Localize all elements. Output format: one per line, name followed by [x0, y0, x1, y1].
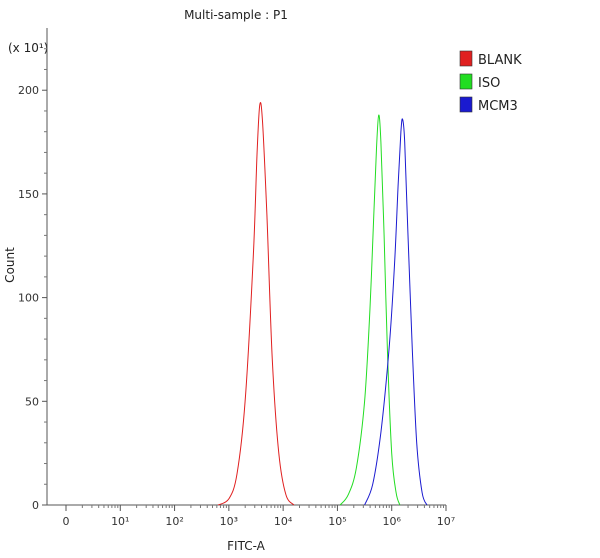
legend-swatch-mcm3: [459, 96, 473, 113]
y-axis-label: Count: [3, 247, 17, 283]
series-line-mcm3: [364, 118, 428, 506]
y-tick-label: 100: [18, 292, 39, 305]
chart-title: Multi-sample : P1: [184, 8, 288, 22]
series-line-iso: [339, 114, 401, 506]
legend-label-mcm3: MCM3: [478, 99, 518, 114]
x-tick-label: 10⁷: [437, 515, 455, 528]
legend-label-iso: ISO: [478, 76, 500, 91]
y-tick-label: 50: [25, 395, 39, 408]
legend-swatch-blank: [459, 50, 473, 67]
x-tick-label: 10⁵: [328, 515, 346, 528]
legend: BLANK ISO MCM3: [459, 50, 522, 114]
legend-swatch-iso: [459, 73, 473, 90]
x-tick-label: 10⁴: [274, 515, 293, 528]
axes: 0 50 100 150 200 0 10¹ 10² 10³ 10⁴ 10⁵ 10⁶ 10⁷: [18, 28, 455, 528]
y-multiplier-label: (x 10¹): [8, 41, 48, 55]
x-axis-label: FITC-A: [227, 539, 266, 553]
y-tick-label: 200: [18, 84, 39, 97]
x-tick-label: 10¹: [111, 515, 129, 528]
series-line-blank: [217, 102, 295, 506]
y-tick-label: 0: [32, 499, 39, 512]
x-tick-label: 10⁶: [383, 515, 402, 528]
x-tick-label: 10²: [165, 515, 183, 528]
x-tick-label: 10³: [220, 515, 238, 528]
y-tick-label: 150: [18, 188, 39, 201]
series-lines: [217, 102, 428, 506]
x-tick-label: 0: [63, 515, 70, 528]
legend-label-blank: BLANK: [478, 53, 522, 68]
